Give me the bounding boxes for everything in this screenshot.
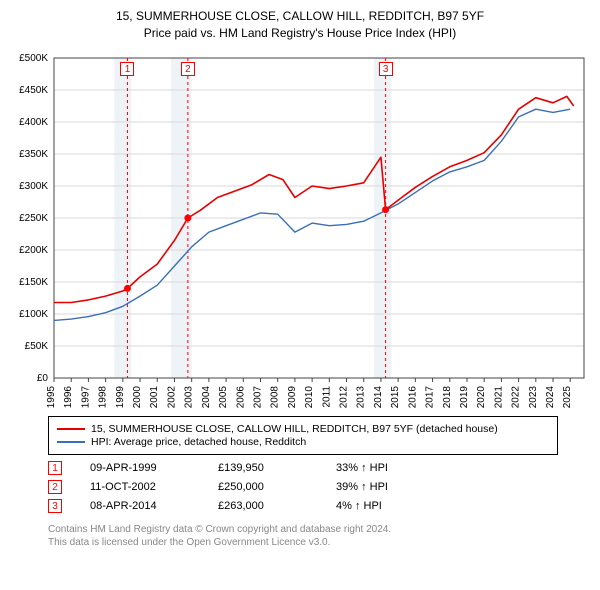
transaction-price: £263,000	[218, 500, 308, 512]
footer-line1: Contains HM Land Registry data © Crown c…	[48, 523, 592, 537]
legend-label: 15, SUMMERHOUSE CLOSE, CALLOW HILL, REDD…	[91, 423, 498, 435]
svg-text:2024: 2024	[545, 385, 556, 407]
transaction-date: 09-APR-1999	[90, 462, 190, 474]
transaction-row: 2 11-OCT-2002 £250,000 39% ↑ HPI	[48, 480, 592, 494]
legend-item: 15, SUMMERHOUSE CLOSE, CALLOW HILL, REDD…	[57, 423, 549, 435]
svg-text:2017: 2017	[425, 385, 436, 407]
svg-text:£0: £0	[37, 373, 49, 384]
svg-text:2004: 2004	[201, 385, 212, 407]
transaction-date: 08-APR-2014	[90, 500, 190, 512]
svg-text:2025: 2025	[562, 385, 573, 407]
transaction-date: 11-OCT-2002	[90, 481, 190, 493]
transaction-row: 3 08-APR-2014 £263,000 4% ↑ HPI	[48, 499, 592, 513]
transaction-vs-hpi: 4% ↑ HPI	[336, 500, 426, 512]
svg-text:2014: 2014	[373, 385, 384, 407]
legend-swatch	[57, 441, 85, 443]
footer-attribution: Contains HM Land Registry data © Crown c…	[48, 523, 592, 550]
svg-text:£400K: £400K	[19, 117, 48, 128]
transaction-marker: 3	[48, 499, 62, 513]
transaction-marker: 2	[48, 480, 62, 494]
svg-text:2016: 2016	[407, 385, 418, 407]
svg-text:£50K: £50K	[25, 341, 49, 352]
transaction-vs-hpi: 39% ↑ HPI	[336, 481, 426, 493]
svg-text:2010: 2010	[304, 385, 315, 407]
svg-text:2005: 2005	[218, 385, 229, 407]
svg-text:2000: 2000	[132, 385, 143, 407]
svg-text:1998: 1998	[98, 385, 109, 407]
svg-text:1995: 1995	[46, 385, 57, 407]
footer-line2: This data is licensed under the Open Gov…	[48, 536, 592, 550]
svg-text:£100K: £100K	[19, 309, 48, 320]
event-marker-3: 3	[379, 62, 393, 76]
svg-text:2002: 2002	[166, 385, 177, 407]
svg-text:£150K: £150K	[19, 277, 48, 288]
svg-text:2019: 2019	[459, 385, 470, 407]
svg-text:2020: 2020	[476, 385, 487, 407]
svg-text:£200K: £200K	[19, 245, 48, 256]
svg-text:2018: 2018	[442, 385, 453, 407]
svg-text:£500K: £500K	[19, 53, 48, 64]
svg-text:1999: 1999	[115, 385, 126, 407]
line-chart-svg: £0 £50K £100K £150K £200K £250K £300K £350K £400…	[8, 48, 592, 408]
transaction-price: £250,000	[218, 481, 308, 493]
transaction-price: £139,950	[218, 462, 308, 474]
chart-title-line1: 15, SUMMERHOUSE CLOSE, CALLOW HILL, REDD…	[8, 8, 592, 25]
chart-area: £0 £50K £100K £150K £200K £250K £300K £350K £400…	[8, 48, 592, 408]
svg-text:2022: 2022	[511, 385, 522, 407]
transaction-marker: 1	[48, 461, 62, 475]
svg-text:£250K: £250K	[19, 213, 48, 224]
svg-text:2012: 2012	[339, 385, 350, 407]
legend-item: HPI: Average price, detached house, Redd…	[57, 436, 549, 448]
svg-text:2003: 2003	[184, 385, 195, 407]
svg-text:2009: 2009	[287, 385, 298, 407]
svg-text:2007: 2007	[252, 385, 263, 407]
svg-text:1996: 1996	[63, 385, 74, 407]
svg-text:2011: 2011	[321, 385, 332, 407]
transaction-vs-hpi: 33% ↑ HPI	[336, 462, 426, 474]
svg-text:2023: 2023	[528, 385, 539, 407]
chart-title-block: 15, SUMMERHOUSE CLOSE, CALLOW HILL, REDD…	[8, 8, 592, 42]
transaction-row: 1 09-APR-1999 £139,950 33% ↑ HPI	[48, 461, 592, 475]
legend-label: HPI: Average price, detached house, Redd…	[91, 436, 306, 448]
svg-text:2001: 2001	[149, 385, 160, 407]
svg-text:2013: 2013	[356, 385, 367, 407]
event-marker-2: 2	[181, 62, 195, 76]
legend-swatch	[57, 428, 85, 430]
svg-text:2008: 2008	[270, 385, 281, 407]
legend: 15, SUMMERHOUSE CLOSE, CALLOW HILL, REDD…	[48, 416, 558, 455]
svg-text:£450K: £450K	[19, 85, 48, 96]
chart-title-line2: Price paid vs. HM Land Registry's House …	[8, 25, 592, 42]
svg-text:2015: 2015	[390, 385, 401, 407]
svg-text:£350K: £350K	[19, 149, 48, 160]
event-marker-1: 1	[120, 62, 134, 76]
svg-text:£300K: £300K	[19, 181, 48, 192]
svg-text:2006: 2006	[235, 385, 246, 407]
transaction-table: 1 09-APR-1999 £139,950 33% ↑ HPI 2 11-OCT-200…	[48, 461, 592, 513]
svg-text:1997: 1997	[80, 385, 91, 407]
svg-text:2021: 2021	[493, 385, 504, 407]
